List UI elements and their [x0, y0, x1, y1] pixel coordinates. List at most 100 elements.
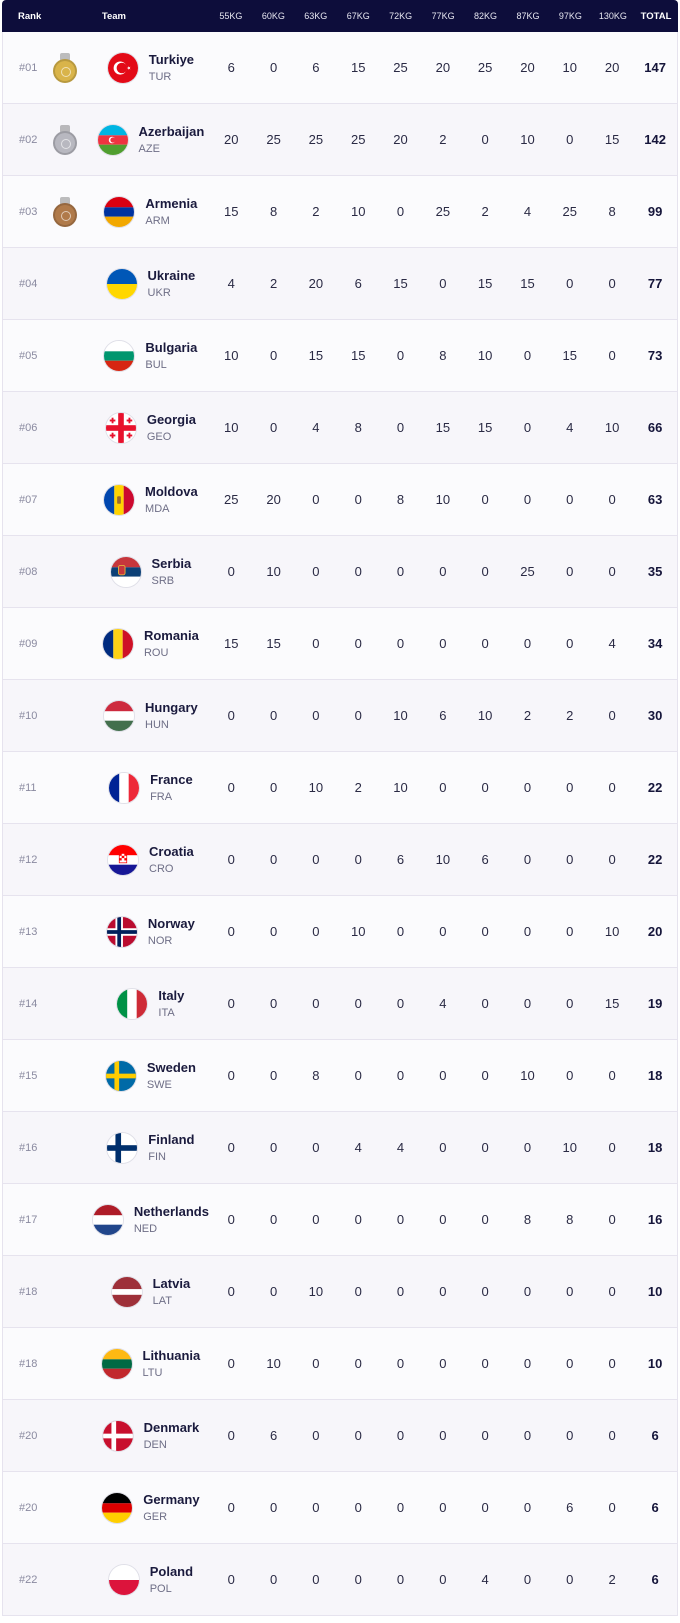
weight-score: 0 [523, 1356, 532, 1371]
weight-score: 0 [354, 1572, 362, 1587]
weight-score: 0 [312, 708, 320, 723]
weight-score: 0 [439, 1428, 447, 1443]
weight-score: 25 [224, 492, 239, 507]
weight-score: 2 [354, 780, 362, 795]
team-code: FIN [148, 1151, 167, 1163]
team-cell: Turkiye TUR [91, 51, 210, 84]
team-name: Moldova [145, 484, 198, 499]
weight-score: 20 [604, 60, 620, 75]
medal-cell [39, 196, 91, 227]
total-score: 99 [647, 204, 663, 219]
weight-score: 0 [481, 780, 489, 795]
weight-score: 0 [227, 564, 235, 579]
weight-score: 2 [312, 204, 320, 219]
team-code: NED [133, 1223, 158, 1235]
weight-score: 0 [227, 708, 235, 723]
weight-score: 0 [227, 1572, 235, 1587]
weight-score: 0 [566, 132, 574, 147]
team-name: Netherlands [133, 1204, 209, 1219]
weight-score: 0 [354, 1500, 362, 1515]
weight-score: 0 [269, 60, 278, 75]
weight-score: 4 [396, 1140, 405, 1155]
weight-score: 10 [224, 420, 239, 435]
weight-score: 2 [439, 132, 447, 147]
rank-label: #10 [19, 709, 38, 722]
weight-score: 0 [396, 924, 405, 939]
rank-label: #02 [19, 133, 38, 146]
weight-score: 4 [523, 204, 532, 219]
rank-label: #20 [19, 1501, 38, 1514]
team-code: CRO [149, 863, 174, 875]
weight-score: 0 [566, 564, 574, 579]
weight-score: 20 [308, 276, 324, 291]
table-row: #18 Latvia LAT 0 0 10 0 0 0 0 0 0 0 10 [2, 1256, 678, 1328]
weight-score: 0 [481, 492, 489, 507]
weight-score: 0 [439, 1284, 447, 1299]
weight-score: 0 [523, 420, 532, 435]
team-code: GEO [146, 431, 172, 443]
team-cell: Italy ITA [91, 987, 210, 1020]
weight-score: 0 [312, 1572, 320, 1587]
team-code: LAT [152, 1295, 172, 1307]
weight-score: 10 [308, 780, 324, 795]
weight-score: 4 [481, 1572, 489, 1587]
flag-nor-icon [105, 915, 138, 948]
rank-label: #16 [19, 1141, 38, 1154]
weight-score: 10 [393, 708, 408, 723]
header-weight-130: 130KG [598, 11, 627, 21]
weight-score: 0 [439, 1212, 447, 1227]
rank-label: #17 [19, 1213, 38, 1226]
weight-score: 15 [393, 276, 408, 291]
table-row: #04 Ukraine UKR 4 2 20 6 15 0 15 15 0 0 77 [2, 248, 678, 320]
rank-label: #03 [19, 205, 38, 218]
weight-score: 0 [566, 924, 574, 939]
weight-score: 6 [354, 276, 362, 291]
weight-score: 15 [477, 420, 493, 435]
total-score: 18 [647, 1140, 663, 1155]
team-cell: Poland POL [91, 1563, 210, 1596]
weight-score: 0 [523, 852, 532, 867]
weight-score: 0 [439, 636, 447, 651]
total-score: 16 [647, 1212, 663, 1227]
weight-score: 0 [312, 996, 320, 1011]
team-cell: Denmark DEN [91, 1419, 210, 1452]
table-row: #17 Netherlands NED 0 0 0 0 0 0 0 8 8 0 16 [2, 1184, 678, 1256]
weight-score: 2 [481, 204, 489, 219]
weight-score: 15 [604, 132, 620, 147]
weight-score: 0 [566, 1572, 574, 1587]
weight-score: 0 [354, 492, 362, 507]
team-name: Norway [147, 916, 195, 931]
weight-score: 10 [350, 924, 366, 939]
weight-score: 10 [520, 132, 535, 147]
team-cell: Germany GER [91, 1491, 210, 1524]
team-cell: Armenia ARM [91, 195, 210, 228]
team-cell: Hungary HUN [91, 699, 210, 732]
weight-score: 0 [608, 780, 616, 795]
weight-score: 20 [520, 60, 535, 75]
weight-score: 10 [435, 492, 451, 507]
team-code: AZE [138, 143, 160, 155]
weight-score: 8 [354, 420, 362, 435]
weight-score: 0 [312, 852, 320, 867]
weight-score: 0 [608, 1428, 616, 1443]
weight-score: 0 [354, 708, 362, 723]
rank-label: #06 [19, 421, 38, 434]
gold-medal-icon [52, 52, 78, 83]
weight-score: 25 [393, 60, 408, 75]
weight-score: 0 [481, 636, 489, 651]
weight-score: 10 [604, 924, 620, 939]
weight-score: 0 [312, 492, 320, 507]
weight-score: 4 [439, 996, 447, 1011]
total-score: 22 [647, 780, 663, 795]
weight-score: 0 [566, 996, 574, 1011]
weight-score: 0 [439, 564, 447, 579]
weight-score: 0 [227, 780, 235, 795]
weight-score: 10 [477, 348, 493, 363]
table-body: #01 Turkiye TUR 6 0 6 15 25 20 25 20 10 20 147 #02 Azer… [2, 32, 678, 1616]
team-code: HUN [145, 719, 169, 731]
flag-lat-icon [110, 1275, 143, 1308]
total-score: 6 [651, 1572, 659, 1587]
header-weight-72: 72KG [389, 11, 413, 21]
weight-score: 0 [312, 564, 320, 579]
weight-score: 0 [269, 852, 278, 867]
